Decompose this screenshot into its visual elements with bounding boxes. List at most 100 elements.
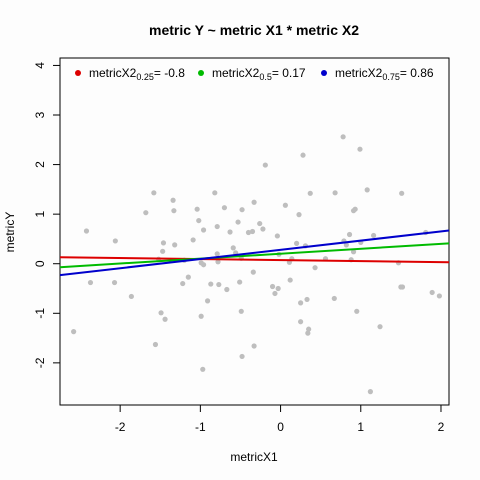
scatter-point <box>367 389 373 395</box>
scatter-point <box>364 187 370 193</box>
legend-value: = 0.17 <box>272 66 306 80</box>
y-tick-label: 1 <box>33 210 47 217</box>
legend-marker <box>198 70 204 76</box>
x-tick-label: -1 <box>195 420 206 434</box>
y-axis: -2 -1 0 1 2 3 4 <box>33 62 61 368</box>
scatter-point <box>214 251 220 257</box>
scatter-point <box>399 190 405 196</box>
scatter-point <box>143 210 149 216</box>
legend-entry: metricX20.75= 0.86 <box>335 66 434 82</box>
scatter-point <box>251 199 257 205</box>
scatter-point <box>305 330 311 336</box>
scatter-point <box>224 286 230 293</box>
scatter-point <box>83 228 90 234</box>
scatter-point <box>204 298 211 304</box>
scatter-point <box>436 293 442 299</box>
scatter-point <box>230 245 236 251</box>
legend-quantile: 0.25 <box>136 72 154 82</box>
scatter-point <box>350 249 357 255</box>
legend-marker <box>321 70 327 76</box>
scatter-point <box>282 202 288 208</box>
scatter-point <box>235 219 241 225</box>
chart-title: metric Y ~ metric X1 * metric X2 <box>149 22 359 38</box>
scatter-point <box>212 190 218 196</box>
legend-entry: metricX20.25= -0.8 <box>89 66 185 82</box>
scatter-point <box>180 280 186 287</box>
y-tick-label: 3 <box>33 111 47 118</box>
scatter-point <box>160 248 166 254</box>
scatter-point <box>269 283 276 290</box>
x-tick-label: -2 <box>115 420 126 434</box>
scatter-point <box>151 190 157 196</box>
scatter-point <box>196 217 202 224</box>
scatter-point <box>371 232 377 239</box>
scatter-point <box>251 343 257 349</box>
scatter-point <box>152 341 159 348</box>
scatter-point <box>294 240 300 246</box>
scatter-point <box>287 277 293 283</box>
x-tick-label: 1 <box>357 420 364 434</box>
scatter-point <box>429 289 435 296</box>
scatter-point <box>238 308 244 314</box>
scatter-point <box>352 206 358 212</box>
x-axis-label: metricX1 <box>230 450 278 464</box>
scatter-point <box>312 265 318 271</box>
fit-line <box>59 256 450 264</box>
scatter-point <box>111 279 118 286</box>
scatter-point <box>357 146 363 152</box>
scatter-point <box>200 262 207 268</box>
scatter-point <box>245 229 252 236</box>
scatter-point <box>272 290 278 297</box>
fit-line <box>59 242 450 269</box>
scatter-point <box>332 190 338 196</box>
scatter-point <box>208 281 214 287</box>
scatter-point <box>194 206 200 212</box>
scatter-point <box>346 231 353 238</box>
legend-quantile: 0.75 <box>382 72 400 82</box>
legend-entry: metricX20.5= 0.17 <box>212 66 306 82</box>
legend: metricX20.25= -0.8 metricX20.5= 0.17 metri… <box>75 66 434 82</box>
scatter-point <box>185 274 191 280</box>
scatter-point <box>216 281 222 288</box>
scatter-point <box>71 329 77 335</box>
scatter-point <box>274 233 280 239</box>
scatter-point <box>296 212 302 218</box>
legend-value: = -0.8 <box>154 66 185 80</box>
scatter-point <box>160 240 167 246</box>
fit-line <box>59 229 450 277</box>
y-tick-label: 4 <box>33 62 47 69</box>
scatter-point <box>227 229 233 235</box>
scatter-points <box>71 134 442 395</box>
scatter-point <box>343 242 349 248</box>
legend-marker <box>75 70 81 76</box>
scatter-point <box>250 269 256 275</box>
scatter-point <box>298 300 304 306</box>
y-tick-label: -1 <box>33 308 47 319</box>
scatter-point <box>172 242 178 248</box>
legend-series-name: metricX2 <box>89 66 137 80</box>
scatter-point <box>307 190 313 196</box>
y-tick-label: -2 <box>33 357 47 368</box>
scatter-point <box>340 134 346 140</box>
scatter-point <box>214 223 220 230</box>
scatter-point <box>128 293 134 300</box>
scatter-point <box>262 162 268 168</box>
y-axis-label: metricY <box>3 212 17 253</box>
scatter-point <box>306 326 312 332</box>
fit-lines <box>59 229 450 277</box>
scatter-point <box>237 279 243 285</box>
scatter-point <box>304 296 310 303</box>
scatter-point <box>260 226 266 232</box>
scatter-point <box>239 207 245 213</box>
scatter-point <box>200 366 206 372</box>
legend-series-name: metricX2 <box>212 66 260 80</box>
scatter-point <box>87 279 94 286</box>
y-tick-label: 0 <box>33 260 47 267</box>
scatter-point <box>300 152 306 158</box>
scatter-point <box>198 313 204 319</box>
scatter-point <box>239 353 245 360</box>
legend-value: = 0.86 <box>400 66 434 80</box>
scatter-point <box>377 324 383 330</box>
scatter-point <box>200 227 207 233</box>
